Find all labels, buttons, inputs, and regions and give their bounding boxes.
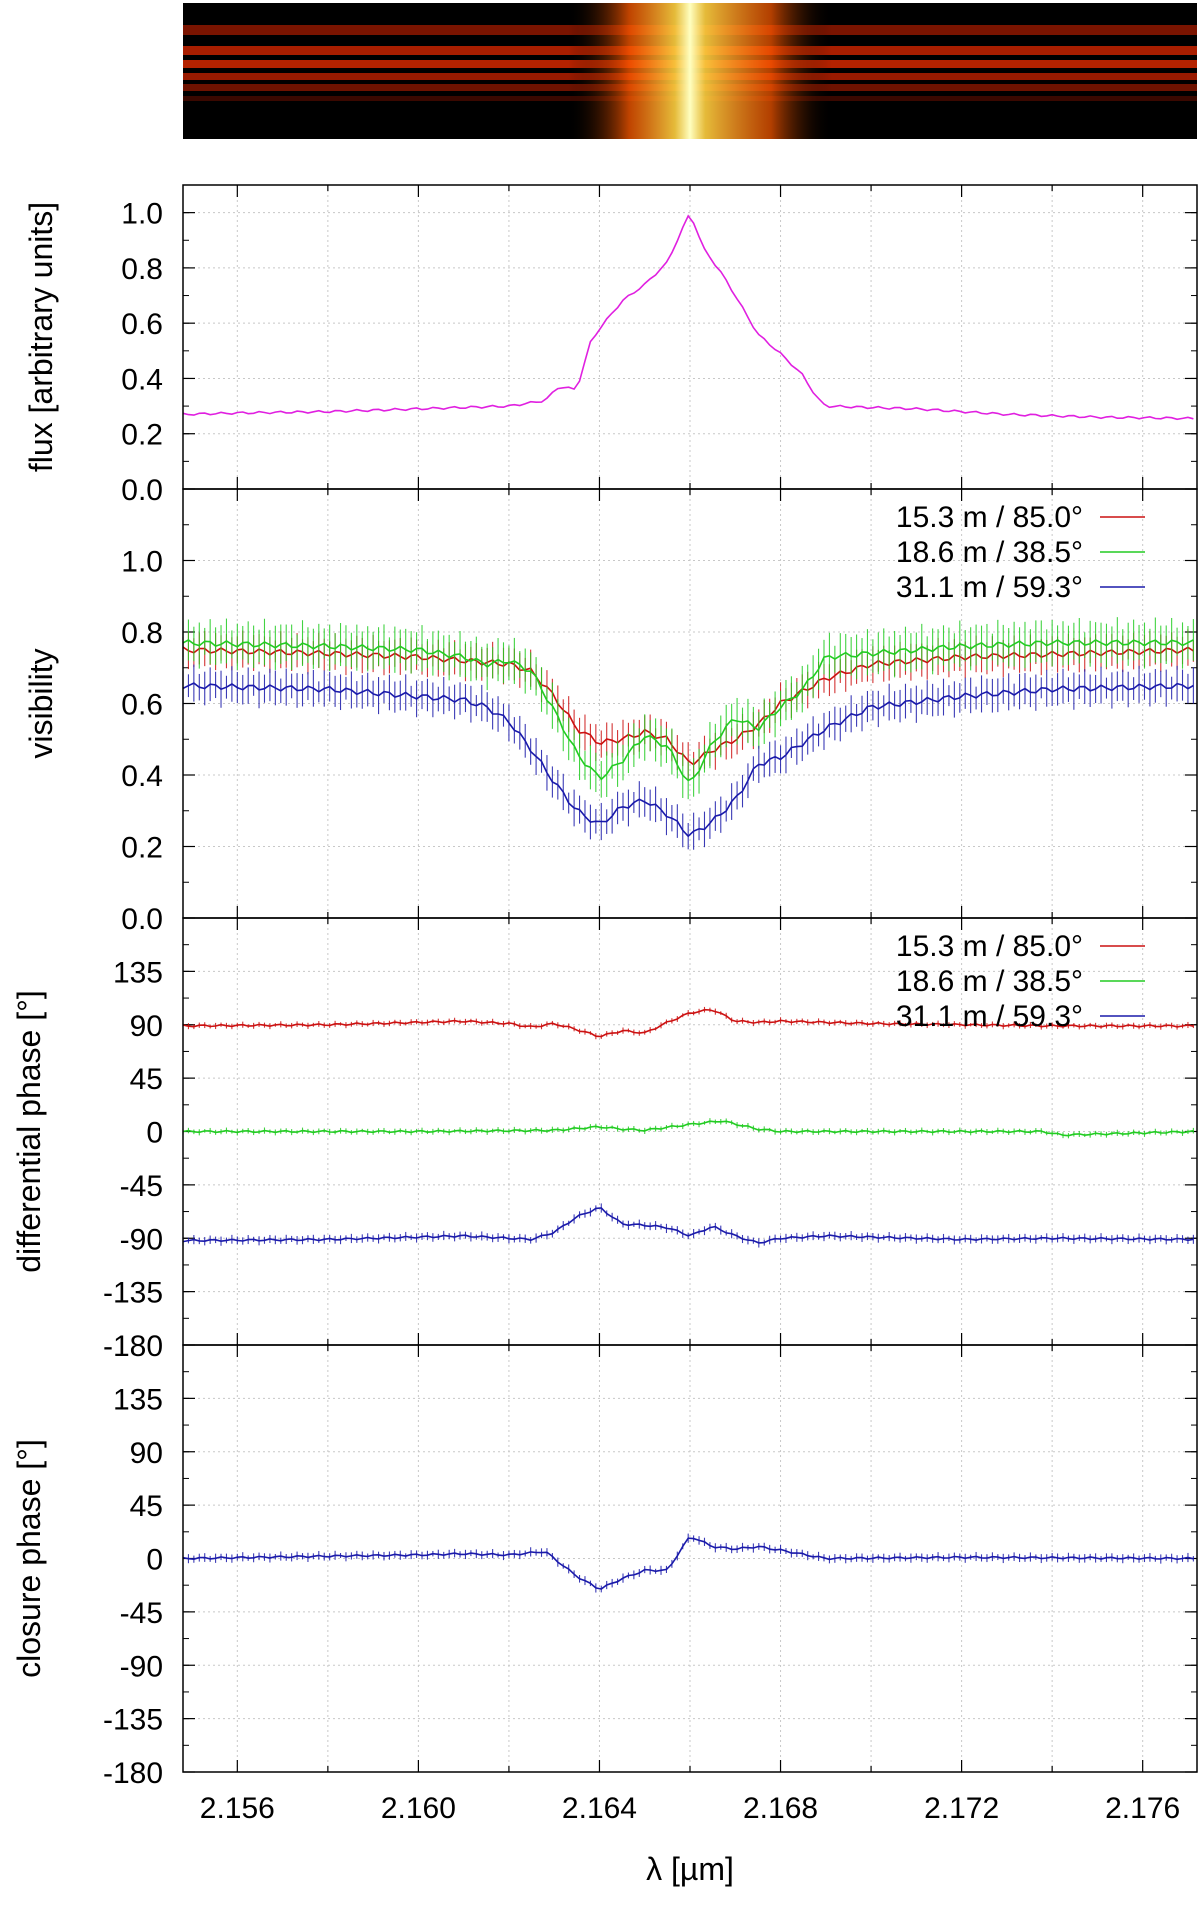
y-tick-label: 0.4 [121,363,163,396]
x-tick-label: 2.176 [1105,1792,1180,1825]
series-31.1m [182,1203,1194,1248]
panel-differential-phase: -180 -135 -90 -45 0 45 90 135 15.3 m / 85.0°18.6… [11,917,1198,1363]
x-tick-label: 2.168 [743,1792,818,1825]
x-tick-label: 2.172 [924,1792,999,1825]
x-tick-label: 2.156 [200,1792,275,1825]
y-tick-label: 0.8 [121,617,163,650]
series-31.1m [182,664,1194,850]
y-tick-label: 0 [146,1544,163,1577]
x-tick-label: 2.164 [562,1792,637,1825]
panel-flux: 0.0 0.2 0.4 0.6 0.8 1.0 flux [arbitrary units] [23,184,1198,507]
series-line [182,214,1194,421]
legend-label: 18.6 m / 38.5° [896,536,1083,569]
y-tick-label: -135 [103,1704,163,1737]
legend-label: 18.6 m / 38.5° [896,965,1083,998]
panel-visibility: 0.0 0.2 0.4 0.6 0.8 1.0 15.3 m / 85.0°18.6 m /… [23,488,1198,936]
legend-label: 31.1 m / 59.3° [896,571,1083,604]
y-axis-title: differential phase [°] [11,990,47,1273]
y-tick-label: 0.6 [121,689,163,722]
legend-label: 15.3 m / 85.0° [896,501,1083,534]
legend-label: 31.1 m / 59.3° [896,1000,1083,1033]
y-tick-label: 90 [130,1010,163,1043]
y-tick-label: 135 [113,956,163,989]
series-18.6m [182,617,1194,800]
y-tick-label: -45 [120,1170,163,1203]
y-tick-label: -90 [120,1650,163,1683]
legend-label: 15.3 m / 85.0° [896,930,1083,963]
y-tick-label: 1.0 [121,546,163,579]
x-tick-label: 2.160 [381,1792,456,1825]
series-line [182,1008,1194,1038]
y-tick-label: 135 [113,1383,163,1416]
y-tick-label: 45 [130,1063,163,1096]
y-tick-label: 0 [146,1117,163,1150]
series-line [182,214,1194,421]
y-tick-label: -180 [103,1757,163,1790]
series-line [182,1533,1194,1593]
y-tick-label: 45 [130,1490,163,1523]
y-tick-label: 0.0 [121,903,163,936]
y-tick-label: 0.4 [121,760,163,793]
y-axis-title: flux [arbitrary units] [23,202,59,472]
y-tick-label: -45 [120,1597,163,1630]
y-tick-label: -90 [120,1223,163,1256]
panel-frame [182,1344,1198,1773]
y-tick-label: 0.8 [121,253,163,286]
series-line [182,1207,1194,1244]
spectrum-line-emission [183,3,1197,139]
y-tick-label: 0.2 [121,419,163,452]
y-tick-label: 1.0 [121,198,163,231]
y-tick-label: 0.2 [121,832,163,865]
spectrum-image [183,3,1197,139]
y-tick-label: -180 [103,1330,163,1363]
y-tick-label: 90 [130,1437,163,1470]
y-tick-label: 0.0 [121,474,163,507]
series-line [182,682,1194,838]
y-axis-title: visibility [23,648,59,758]
y-tick-label: -135 [103,1277,163,1310]
series-15.3m [182,1006,1194,1040]
series-line [182,1537,1194,1590]
series-line [182,1120,1194,1137]
y-axis-title: closure phase [°] [11,1439,47,1678]
y-tick-label: 0.6 [121,308,163,341]
series-18.6m [182,1118,1194,1139]
x-axis-title: λ [µm] [646,1851,734,1887]
series-line [182,638,1194,782]
panel-closure-phase: -180 -135 -90 -45 0 45 90 135 closure phase [°] [11,1344,1198,1790]
